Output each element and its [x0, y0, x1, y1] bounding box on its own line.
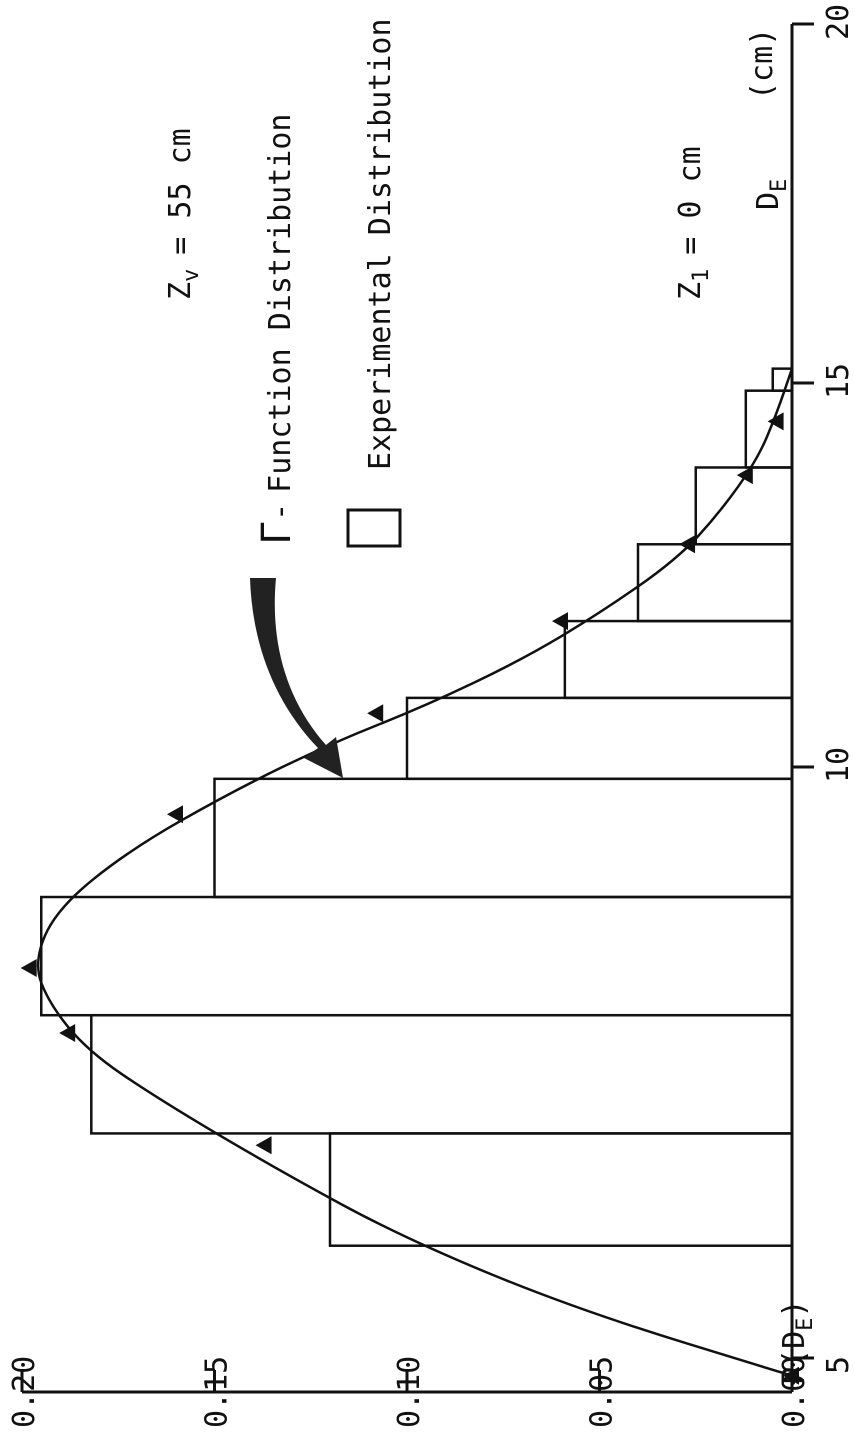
function-distribution-curve	[36, 368, 794, 1377]
y-tick-label: 0.20	[7, 1356, 42, 1428]
triangle-marker	[367, 704, 384, 723]
svg-text:Zv= 55 cm: Zv= 55 cm	[163, 128, 204, 300]
y-ticks: 0.00 0.05 0.10 0.15 0.20	[7, 1356, 812, 1428]
triangle-marker	[255, 1136, 272, 1155]
svg-text:DE: DE	[751, 179, 792, 210]
histogram-bar	[90, 1013, 794, 1135]
triangle-marker	[20, 958, 37, 977]
legend-experimental-distribution: Experimental Distribution	[346, 18, 402, 548]
histogram-bar	[405, 696, 794, 781]
x-tick-label: 5	[821, 1356, 855, 1374]
triangle-marker	[679, 535, 696, 554]
x-tick-label: 10	[821, 747, 855, 783]
triangle-marker	[552, 612, 568, 631]
histogram-bar	[563, 619, 794, 700]
plot-area: 5 10 15 20 0.00 0.05 0.10 0.15 0.20	[7, 4, 855, 1428]
triangle-markers	[20, 412, 799, 1385]
triangle-marker	[767, 412, 784, 431]
triangle-marker	[59, 1023, 76, 1042]
triangle-marker	[736, 466, 753, 485]
z1-annotation: Z1= 0 cm	[673, 146, 714, 300]
triangle-marker	[167, 805, 183, 824]
svg-text:(cm): (cm)	[745, 28, 780, 100]
histogram-bar	[328, 1132, 794, 1247]
legend-function-distribution: Γ-Function Distribution	[254, 114, 300, 545]
svg-text:Z1= 0 cm: Z1= 0 cm	[673, 146, 714, 300]
histogram-bars	[40, 367, 794, 1247]
svg-text:P(DE): P(DE)	[777, 1300, 818, 1386]
svg-text:Experimental Distribution: Experimental Distribution	[363, 18, 398, 470]
x-axis-unit: (cm)	[745, 28, 780, 100]
histogram-bar	[213, 777, 794, 899]
y-tick-label: 0.05	[585, 1356, 620, 1428]
legend-box-icon	[346, 508, 402, 548]
y-tick-label: 0.15	[200, 1356, 235, 1428]
arrow-icon	[250, 578, 343, 778]
x-ticks: 5 10 15 20	[792, 4, 855, 1374]
histogram-bar	[636, 543, 794, 623]
x-tick-label: 15	[821, 363, 855, 399]
zv-annotation-group: Zv= 55 cm	[163, 128, 204, 300]
y-tick-label: 0.00	[777, 1356, 812, 1428]
histogram-bar	[40, 895, 794, 1017]
y-tick-label: 0.10	[392, 1356, 427, 1428]
svg-text:Γ-Function Distribution: Γ-Function Distribution	[254, 114, 300, 545]
x-axis-label: DE	[751, 179, 792, 210]
y-axis-label: P(DE)	[777, 1300, 818, 1386]
x-tick-label: 20	[821, 4, 855, 40]
